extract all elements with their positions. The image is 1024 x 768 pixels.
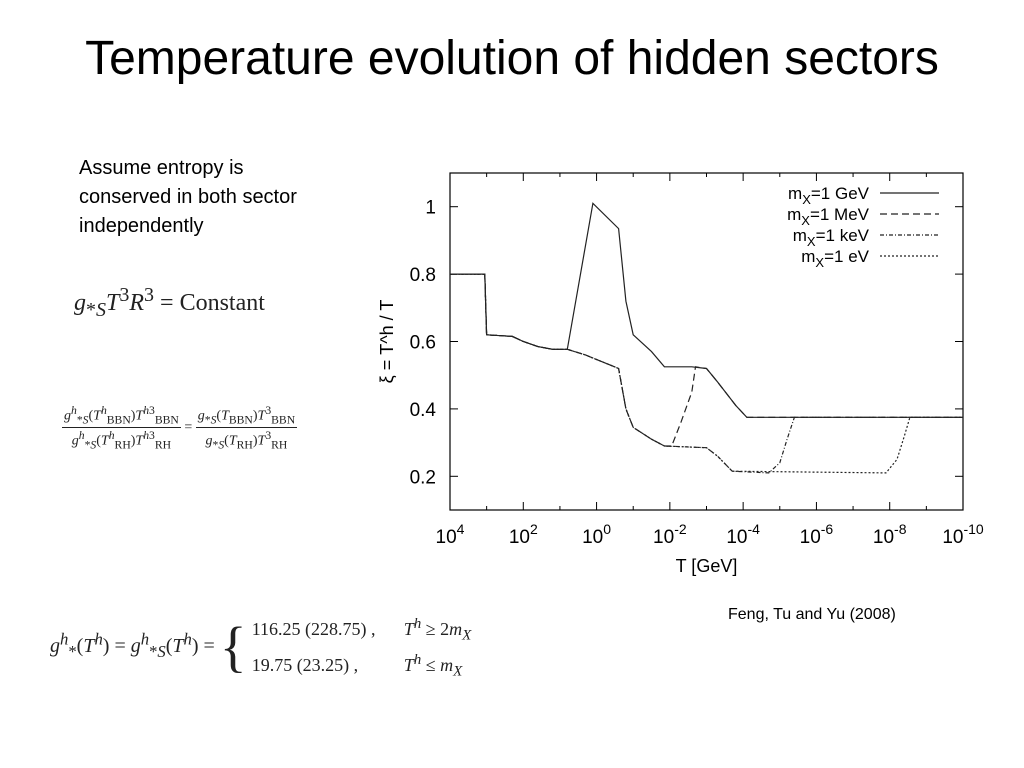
x-tick-label: 104	[436, 521, 465, 548]
y-tick-label: 1	[425, 198, 436, 219]
y-tick-label: 0.6	[410, 333, 436, 354]
x-tick-label: 10-4	[726, 521, 760, 548]
legend-label: mX=1 keV	[793, 226, 870, 249]
slide-title: Temperature evolution of hidden sectors	[85, 32, 939, 85]
legend-label: mX=1 eV	[801, 247, 869, 270]
citation: Feng, Tu and Yu (2008)	[728, 606, 896, 623]
intro-text: Assume entropy is conserved in both sect…	[79, 157, 297, 237]
x-tick-label: 10-2	[653, 521, 687, 548]
y-tick-label: 0.8	[410, 265, 436, 286]
entropy-equation: g*ST3R3 = Constant	[74, 284, 265, 321]
x-tick-label: 100	[582, 521, 611, 548]
x-tick-label: 10-10	[942, 521, 984, 548]
legend-label: mX=1 MeV	[787, 205, 870, 228]
y-axis-label: ξ = T^h / T	[377, 300, 397, 384]
dof-piecewise-equation: gh*(Th) = gh*S(Th) = { 116.25 (228.75) ,…	[50, 616, 472, 680]
x-tick-label: 102	[509, 521, 538, 548]
x-axis-label: T [GeV]	[676, 556, 738, 576]
legend-label: mX=1 GeV	[788, 184, 870, 207]
series-line-3	[450, 273, 963, 474]
series-line-2	[450, 273, 963, 447]
plot-frame	[449, 172, 964, 511]
x-tick-label: 10-8	[873, 521, 907, 548]
bbn-rh-ratio-equation: gh*S(ThBBN)Th3BBN gh*S(ThRH)Th3RH = g*S(…	[62, 404, 298, 452]
y-tick-label: 0.4	[410, 400, 437, 421]
x-tick-label: 10-6	[800, 521, 834, 548]
series-line-4	[450, 273, 963, 474]
y-tick-label: 0.2	[410, 467, 436, 488]
case1-value: 116.25 (228.75) ,	[251, 619, 376, 639]
case2-value: 19.75 (23.25) ,	[251, 654, 359, 675]
